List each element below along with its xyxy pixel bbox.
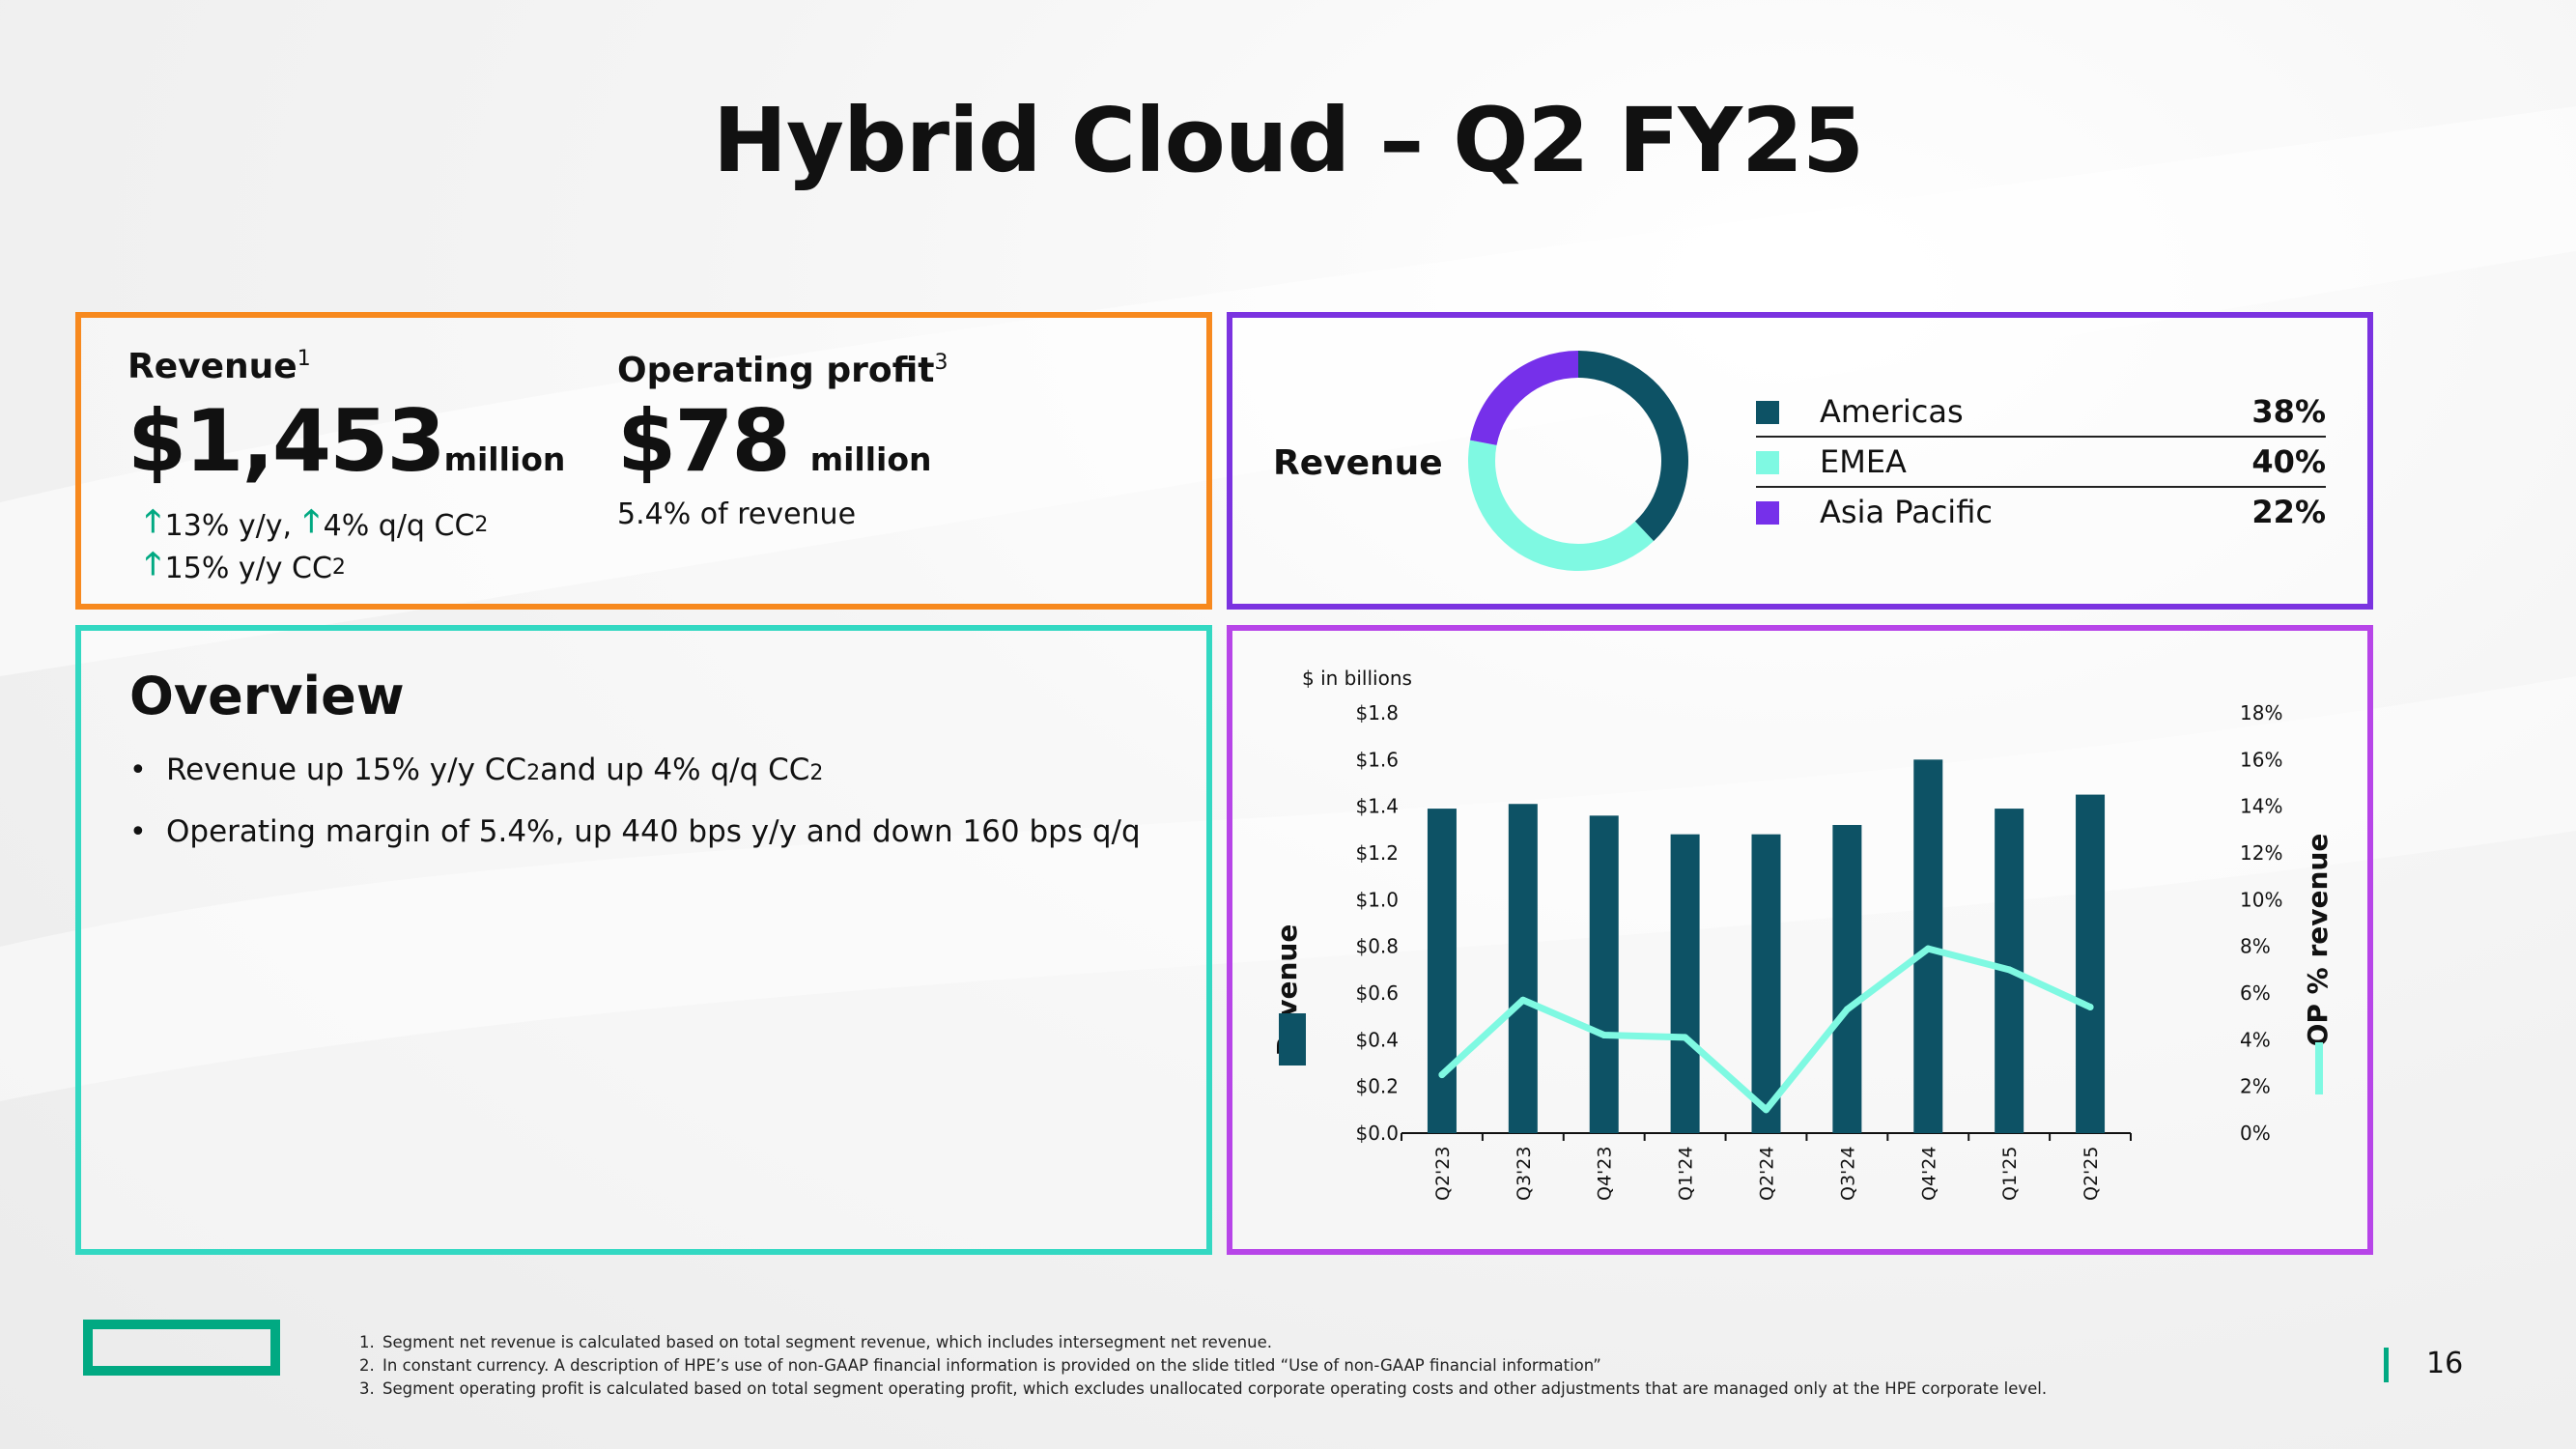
- legend-swatch: [1756, 401, 1779, 424]
- y-left-tick-label: $1.8: [1355, 701, 1399, 724]
- y-left-tick-label: $1.0: [1355, 888, 1399, 911]
- y-left-tick-label: $0.6: [1355, 981, 1399, 1005]
- page-number: 16: [2426, 1347, 2464, 1380]
- revenue-mix-donut: [1468, 351, 1688, 571]
- y-right-tick-label: 0%: [2240, 1122, 2271, 1145]
- hpe-logo: [83, 1320, 280, 1376]
- x-tick-label: Q4'24: [1918, 1147, 1939, 1201]
- revenue-op-chart: $ in billions $0.0 $0.2 $0.4 $0.6 $0.8 $1.0 $1.…: [1271, 667, 2334, 1201]
- page-number-bar: [2384, 1348, 2389, 1382]
- x-tick-label: Q3'24: [1837, 1147, 1858, 1201]
- donut-slice: [1468, 440, 1655, 571]
- x-tick-label: Q2'25: [2081, 1147, 2102, 1201]
- revenue-value: $1,453million: [127, 391, 566, 491]
- units-label: $ in billions: [1302, 667, 1412, 690]
- x-tick-label: Q1'25: [1999, 1147, 2021, 1201]
- revenue-mix-panel: Revenue Americas 38% EMEA 40% Asia Pacif…: [1227, 312, 2373, 610]
- x-tick-label: Q3'23: [1514, 1147, 1535, 1201]
- legend-row-americas: Americas 38%: [1756, 387, 2326, 438]
- y-right-tick-label: 2%: [2240, 1075, 2271, 1098]
- x-tick-label: Q2'24: [1757, 1147, 1778, 1201]
- donut-slice: [1470, 351, 1578, 445]
- footnote: 3. Segment operating profit is calculated…: [359, 1379, 2048, 1398]
- op-percent-point: [1519, 996, 1527, 1004]
- page-title: Hybrid Cloud – Q2 FY25: [712, 89, 1864, 192]
- y-left-tick-label: $0.8: [1355, 935, 1399, 958]
- legend-swatch: [1756, 501, 1779, 525]
- operating-profit-note: 5.4% of revenue: [617, 497, 857, 531]
- revenue-bar: [2076, 794, 2106, 1133]
- op-percent-point: [1843, 1006, 1851, 1013]
- up-arrow-icon: 🡑: [303, 502, 320, 539]
- revenue-bar: [1832, 825, 1862, 1133]
- y-right-tick-label: 14%: [2240, 795, 2282, 818]
- op-percent-point: [1763, 1106, 1769, 1114]
- revenue-bar: [1508, 804, 1538, 1133]
- overview-panel: Overview • Revenue up 15% y/y CC 2 and up …: [75, 625, 1212, 1255]
- y-right-tick-label: 10%: [2240, 888, 2282, 911]
- revenue-bar: [1751, 834, 1781, 1133]
- op-percent-point: [2086, 1004, 2094, 1010]
- op-legend-swatch: [2315, 1042, 2323, 1094]
- y-right-axis-title: OP % revenue: [2302, 834, 2334, 1047]
- legend-swatch: [1756, 451, 1779, 474]
- up-arrow-icon: 🡑: [145, 545, 161, 582]
- overview-bullet: • Operating margin of 5.4%, up 440 bps y/…: [129, 814, 1141, 849]
- y-right-tick-label: 18%: [2240, 701, 2282, 724]
- operating-profit-value: $78 million: [617, 391, 932, 491]
- footnotes: 1. Segment net revenue is calculated base…: [359, 1331, 2047, 1401]
- y-right-tick-label: 12%: [2240, 841, 2282, 865]
- overview-bullet: • Revenue up 15% y/y CC 2 and up 4% q/q CC…: [129, 753, 824, 787]
- footnote: 1. Segment net revenue is calculated base…: [359, 1333, 1272, 1351]
- y-left-tick-label: $1.6: [1355, 748, 1399, 771]
- footnote: 2. In constant currency. A description of…: [359, 1356, 1601, 1375]
- y-left-tick-label: $1.4: [1355, 795, 1399, 818]
- y-right-tick-label: 8%: [2240, 935, 2271, 958]
- y-left-tick-label: $1.2: [1355, 841, 1399, 865]
- op-percent-point: [1682, 1034, 1689, 1041]
- revenue-bar: [1427, 809, 1457, 1133]
- kpi-panel: Revenue1 $1,453million 🡑 13% y/y, 🡑 4% q/q…: [75, 312, 1212, 610]
- revenue-bar: [1670, 834, 1700, 1133]
- revenue-legend-swatch: [1279, 1013, 1306, 1065]
- x-tick-label: Q1'24: [1676, 1147, 1697, 1201]
- operating-profit-label: Operating profit3: [617, 351, 948, 390]
- legend-row-emea: EMEA 40%: [1756, 438, 2326, 488]
- y-right-tick-label: 16%: [2240, 748, 2282, 771]
- op-percent-point: [1924, 945, 1932, 952]
- chart-panel: $ in billions $0.0 $0.2 $0.4 $0.6 $0.8 $1.0 $1.…: [1227, 625, 2373, 1255]
- y-right-tick-label: 4%: [2240, 1028, 2271, 1051]
- revenue-growth-line-2: 🡑 15% y/y CC 2: [145, 542, 346, 594]
- y-left-tick-label: $0.0: [1355, 1122, 1399, 1145]
- overview-title: Overview: [129, 666, 405, 726]
- legend-row-asia-pacific: Asia Pacific 22%: [1756, 488, 2326, 538]
- x-tick-label: Q2'23: [1432, 1147, 1454, 1201]
- y-left-tick-label: $0.2: [1355, 1075, 1399, 1098]
- revenue-label: Revenue1: [127, 347, 311, 386]
- op-percent-point: [1438, 1071, 1446, 1079]
- y-left-tick-label: $0.4: [1355, 1028, 1399, 1051]
- revenue-mix-label: Revenue: [1273, 443, 1443, 483]
- revenue-bar: [1589, 815, 1619, 1133]
- y-right-tick-label: 6%: [2240, 981, 2271, 1005]
- up-arrow-icon: 🡑: [145, 502, 161, 539]
- donut-slice: [1578, 351, 1688, 542]
- op-percent-point: [1600, 1032, 1608, 1038]
- x-tick-label: Q4'23: [1595, 1147, 1616, 1201]
- revenue-growth-line-1: 🡑 13% y/y, 🡑 4% q/q CC 2: [145, 499, 488, 552]
- op-percent-point: [2005, 966, 2013, 974]
